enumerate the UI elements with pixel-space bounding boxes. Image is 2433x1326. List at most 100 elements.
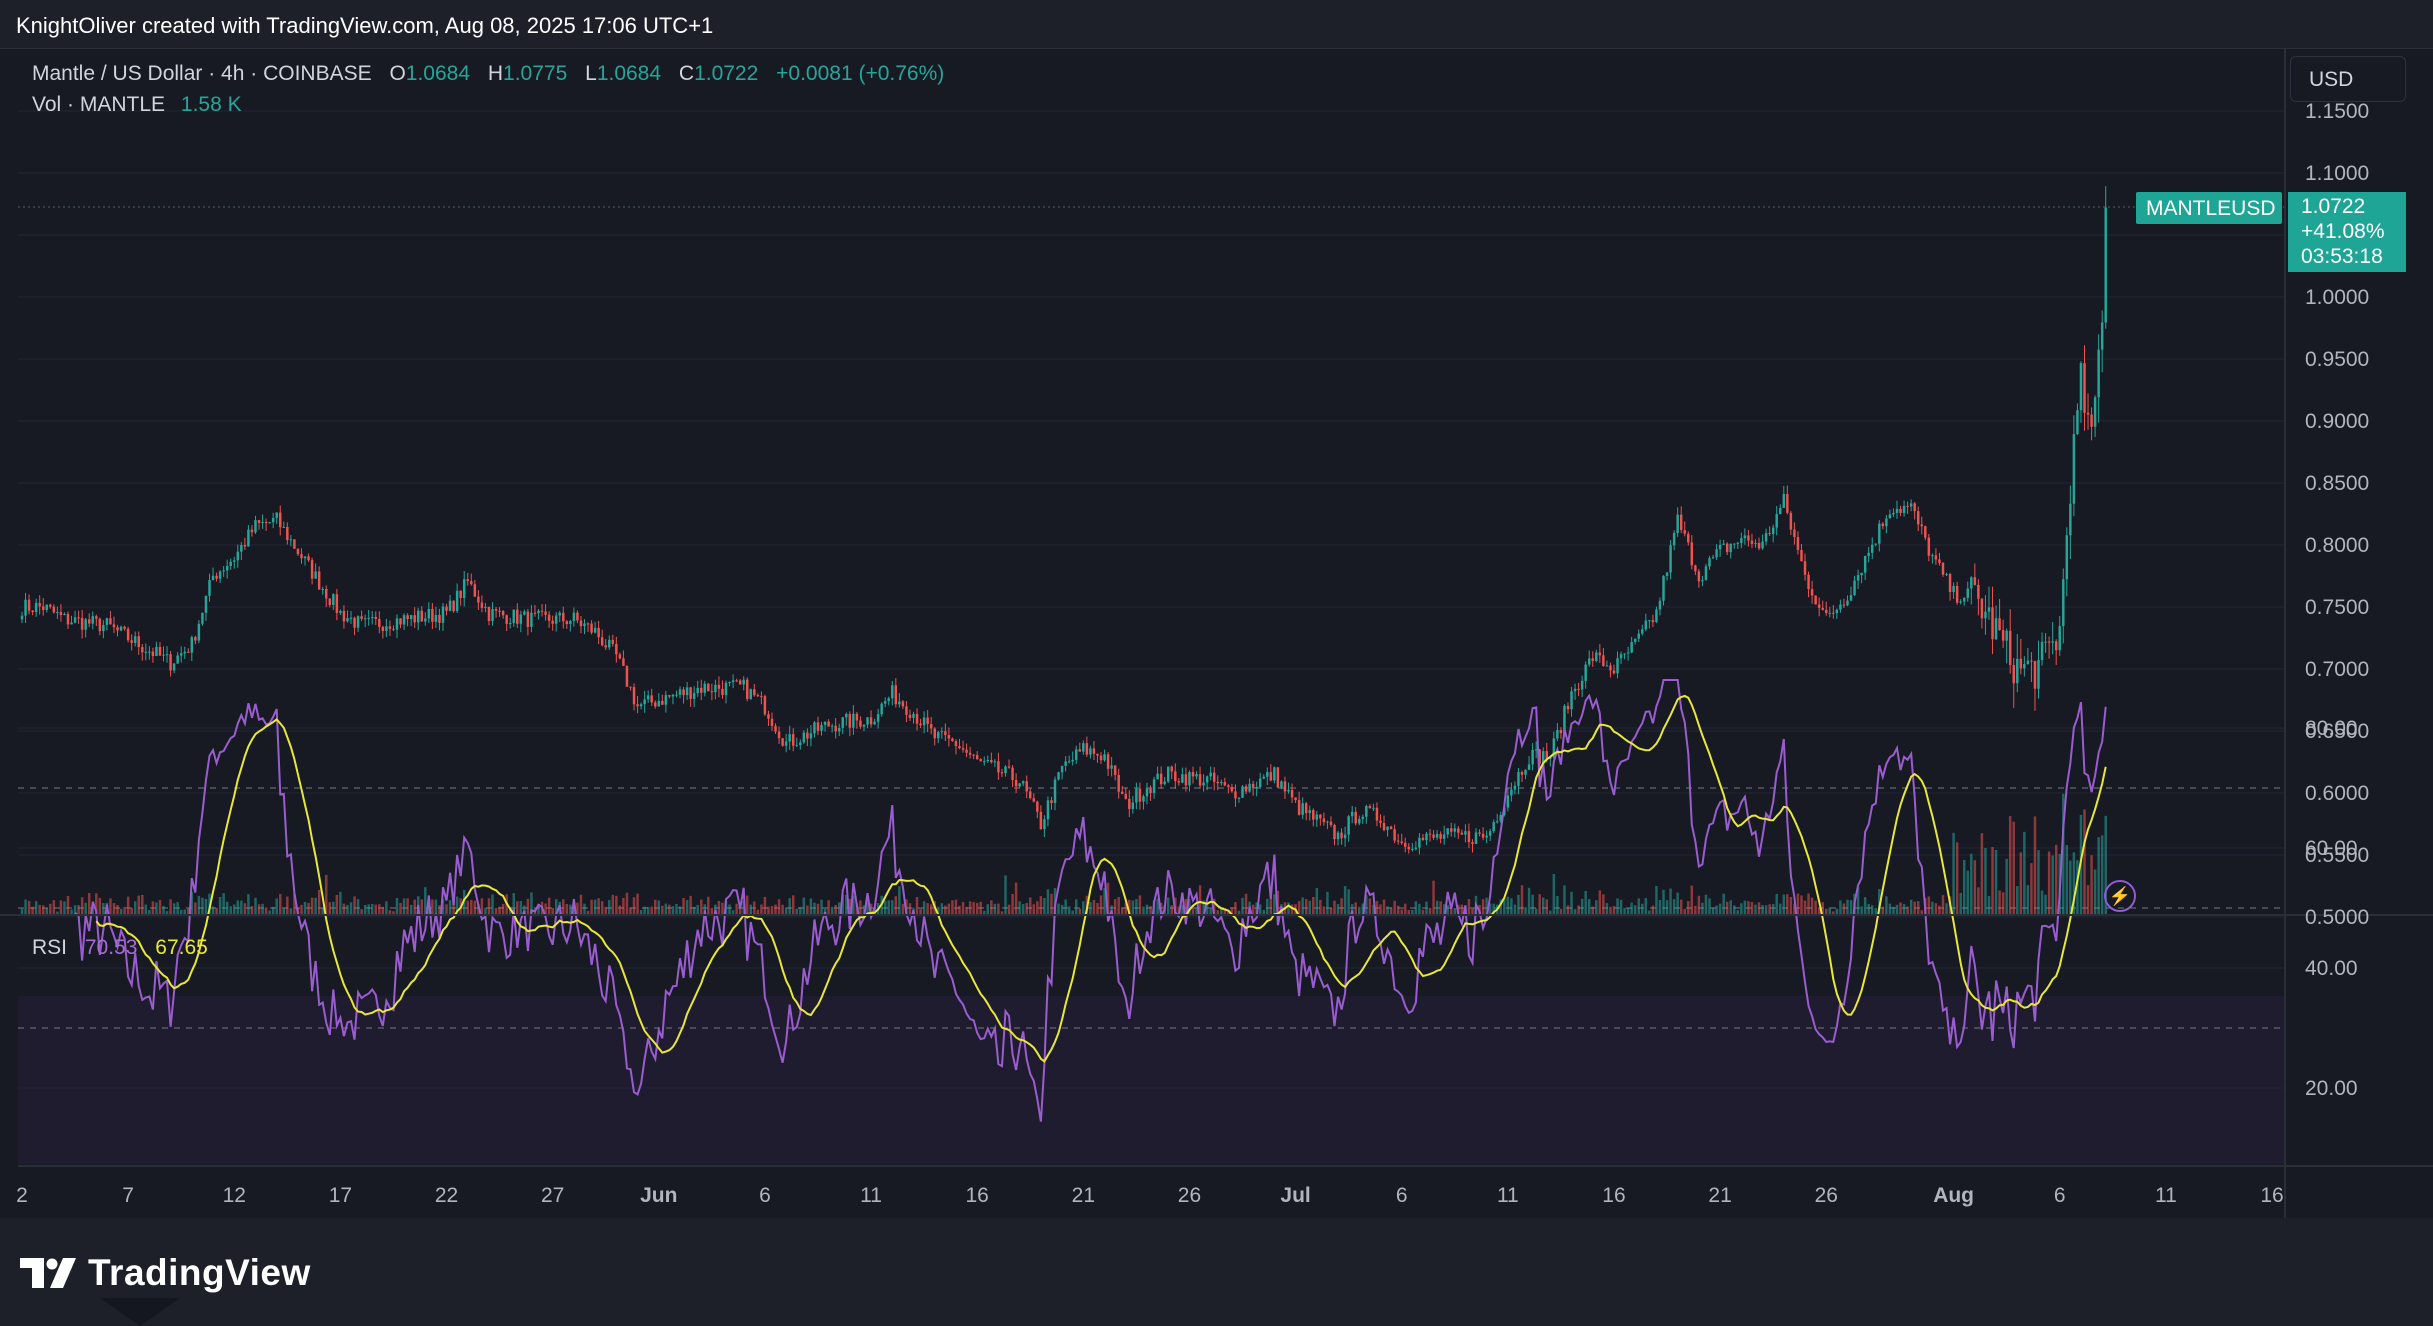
volume-bar [784,907,788,914]
tradingview-logo-icon [20,1258,76,1288]
chart-area[interactable]: 1.15001.10001.05001.00000.95000.90000.85… [0,48,2433,1218]
lightning-icon[interactable]: ⚡ [2104,880,2136,912]
candle-body [1644,620,1648,630]
volume-bar [1375,901,1379,914]
candle-body [1467,831,1471,843]
candle-body [112,624,116,628]
open-value: 1.0684 [405,62,471,85]
candle-body [820,724,823,731]
rsi-axis[interactable]: 80.00 60.00 40.00 20.00 [2305,717,2358,1100]
candle-body [979,759,982,762]
candle-body [1842,604,1846,606]
chart-canvas[interactable]: 1.15001.10001.05001.00000.95000.90000.85… [0,48,2433,1218]
volume-bar [1552,873,1556,914]
candle-body [1549,757,1552,759]
price-axis-label: 0.6500 [2305,720,2369,743]
volume-bar [332,901,335,914]
volume-bar [908,903,912,914]
candle-body [636,704,639,707]
price-candles[interactable] [20,186,2107,855]
candle-body [388,626,392,629]
candle-body [1287,789,1290,792]
volume-bar [593,899,597,914]
candle-body [1011,767,1014,780]
volume-bar [1761,905,1764,914]
volume-bar [1683,909,1686,914]
candle-body [1230,786,1234,792]
candle-body [1460,832,1464,835]
volume-bar [1927,896,1931,914]
volume-bar [2037,850,2040,914]
volume-bar [636,893,639,914]
currency-button[interactable]: USD [2290,56,2406,102]
volume-bar [770,905,774,914]
candle-body [1149,788,1152,794]
volume-bar [501,903,505,914]
volume-bar [1156,898,1159,914]
volume-bar [1368,898,1372,914]
candle-body [1036,801,1039,812]
candle-body [1577,688,1580,690]
volume-bar [109,898,112,914]
volume-bar [1587,899,1591,914]
candle-body [1308,810,1311,814]
volume-bar [823,908,827,914]
candle-body [1566,705,1570,710]
volume-bar [257,904,261,914]
volume-bar [827,900,830,914]
candle-body [586,623,590,625]
candle-body [1089,748,1092,755]
candle-body [622,658,625,666]
volume-bar [859,900,862,914]
rsi-legend[interactable]: RSI 70.53 67.65 [32,936,208,960]
candle-body [1810,589,1814,596]
volume-bar [852,895,855,914]
candle-body [784,741,788,746]
tradingview-logo[interactable]: TradingView [20,1252,311,1294]
price-axis-label: 1.1000 [2305,162,2369,185]
volume-bar [498,906,501,914]
volume-bar [211,906,215,914]
volume-bar [802,897,806,914]
candle-body [1021,781,1025,784]
volume-legend[interactable]: Vol · MANTLE 1.58 K [32,93,242,117]
candle-body [859,720,862,727]
candle-body [1633,638,1637,642]
volume-bar [45,907,49,914]
volume-bar [841,894,844,914]
candle-body [1258,778,1262,787]
time-axis-label: Jul [1280,1184,1310,1207]
candle-body [498,610,501,612]
candle-body [954,741,958,747]
volume-bar [922,901,926,914]
volume-bar [678,906,682,914]
volume-bar [837,902,841,914]
candle-body [45,604,49,610]
volume-bar [243,903,247,914]
time-axis[interactable]: 2 7 12 17 22 27 Jun 6 11 16 21 26 Jul 6 11 16 21 26 Aug 6 11… [16,1184,2284,1207]
candle-body [788,734,791,742]
candle-body [1304,803,1308,814]
candle-body [940,731,944,733]
volume-bar [1216,910,1219,914]
candle-body [1750,540,1754,544]
candle-body [2008,630,2012,665]
candle-body [1301,803,1304,815]
volume-bar [788,898,791,914]
candle-body [1832,612,1835,614]
time-axis-label: 12 [223,1184,246,1207]
candle-body [749,689,753,699]
time-axis-label: 11 [2155,1184,2177,1207]
volume-value: 1.58 K [180,93,242,116]
candle-body [1319,814,1322,819]
symbol-legend[interactable]: Mantle / US Dollar · 4h · COINBASE O1.06… [32,62,944,86]
candle-body [1358,818,1361,824]
candle-body [1966,588,1969,598]
volume-bar [59,900,63,914]
candle-body [841,717,844,728]
candle-body [678,689,682,695]
change-percent: +41.08% [2301,220,2385,243]
candle-body [554,615,558,624]
time-axis-label: 26 [1815,1184,1838,1207]
volume-bar [187,908,190,914]
